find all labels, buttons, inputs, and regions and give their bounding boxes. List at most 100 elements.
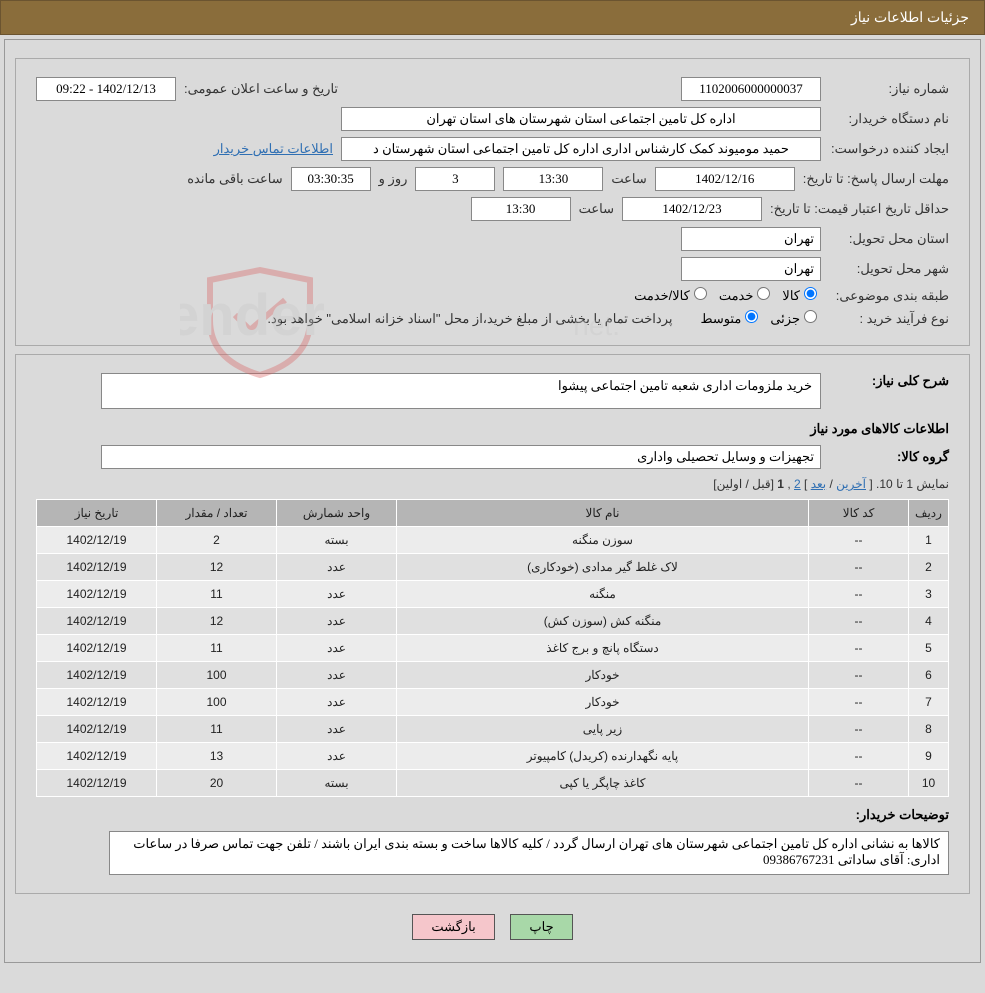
- col-header: ردیف: [909, 500, 949, 527]
- group-input[interactable]: [101, 445, 821, 469]
- pager-prev: قبل: [752, 477, 770, 491]
- buyer-org-label: نام دستگاه خریدار:: [829, 111, 949, 127]
- pager-next[interactable]: بعد: [811, 477, 826, 491]
- table-cell: عدد: [277, 581, 397, 608]
- table-cell: خودکار: [397, 689, 809, 716]
- days-label: روز و: [379, 171, 408, 187]
- table-cell: --: [809, 527, 909, 554]
- row-buyer-org: نام دستگاه خریدار:: [36, 107, 949, 131]
- days-left-input[interactable]: [415, 167, 495, 191]
- table-cell: بسته: [277, 527, 397, 554]
- table-cell: کاغذ چاپگر یا کپی: [397, 770, 809, 797]
- desc-textarea[interactable]: خرید ملزومات اداری شعبه تامین اجتماعی پی…: [101, 373, 821, 409]
- pub-date-input[interactable]: [36, 77, 176, 101]
- notes-label: توضیحات خریدار:: [829, 807, 949, 823]
- col-header: نام کالا: [397, 500, 809, 527]
- remain-label: ساعت باقی مانده: [187, 171, 282, 187]
- table-cell: 9: [909, 743, 949, 770]
- row-deadline: مهلت ارسال پاسخ: تا تاریخ: ساعت روز و سا…: [36, 167, 949, 191]
- table-row: 9--پایه نگهدارنده (کریدل) کامپیوترعدد131…: [37, 743, 949, 770]
- table-cell: 20: [157, 770, 277, 797]
- table-cell: 12: [157, 554, 277, 581]
- items-table: ردیفکد کالانام کالاواحد شمارشتعداد / مقد…: [36, 499, 949, 797]
- deadline-label: مهلت ارسال پاسخ: تا تاریخ:: [803, 171, 949, 187]
- need-no-input[interactable]: [681, 77, 821, 101]
- province-label: استان محل تحویل:: [829, 231, 949, 247]
- table-row: 4--منگنه کش (سوزن کش)عدد121402/12/19: [37, 608, 949, 635]
- table-cell: 1402/12/19: [37, 554, 157, 581]
- buy-type-label: نوع فرآیند خرید :: [829, 311, 949, 327]
- row-notes: توضیحات خریدار: کالاها به نشانی اداره کل…: [36, 807, 949, 875]
- table-cell: 100: [157, 689, 277, 716]
- table-row: 10--کاغذ چاپگر یا کپیبسته201402/12/19: [37, 770, 949, 797]
- table-cell: 1402/12/19: [37, 716, 157, 743]
- notes-textarea[interactable]: کالاها به نشانی اداره کل تامین اجتماعی ش…: [109, 831, 949, 875]
- row-desc: شرح کلی نیاز: خرید ملزومات اداری شعبه تا…: [36, 373, 949, 409]
- page-title: جزئیات اطلاعات نیاز: [851, 9, 969, 25]
- table-cell: 12: [157, 608, 277, 635]
- table-cell: 3: [909, 581, 949, 608]
- table-cell: 2: [909, 554, 949, 581]
- table-row: 6--خودکارعدد1001402/12/19: [37, 662, 949, 689]
- province-input[interactable]: [681, 227, 821, 251]
- table-cell: عدد: [277, 743, 397, 770]
- pager-2[interactable]: 2: [794, 477, 801, 491]
- radio-goods[interactable]: [804, 287, 817, 300]
- table-cell: --: [809, 743, 909, 770]
- radio-goods-service[interactable]: [694, 287, 707, 300]
- deadline-time-input[interactable]: [503, 167, 603, 191]
- col-header: واحد شمارش: [277, 500, 397, 527]
- table-cell: 11: [157, 716, 277, 743]
- table-cell: 8: [909, 716, 949, 743]
- radio-goods-service-label: کالا/خدمت: [634, 287, 711, 304]
- pager-first: اولین: [717, 477, 743, 491]
- table-cell: 1402/12/19: [37, 608, 157, 635]
- table-cell: 1402/12/19: [37, 770, 157, 797]
- buyer-contact-link[interactable]: اطلاعات تماس خریدار: [214, 141, 333, 157]
- col-header: تعداد / مقدار: [157, 500, 277, 527]
- table-cell: --: [809, 662, 909, 689]
- pager-last[interactable]: آخرین: [836, 477, 866, 491]
- min-valid-time-input[interactable]: [471, 197, 571, 221]
- buyer-org-input[interactable]: [341, 107, 821, 131]
- creator-label: ایجاد کننده درخواست:: [829, 141, 949, 157]
- top-info-section: شماره نیاز: تاریخ و ساعت اعلان عمومی: نا…: [15, 58, 970, 346]
- table-row: 5--دستگاه پانچ و برج کاغذعدد111402/12/19: [37, 635, 949, 662]
- back-button[interactable]: بازگشت: [412, 914, 494, 940]
- table-cell: --: [809, 608, 909, 635]
- table-row: 1--سوزن منگنهبسته21402/12/19: [37, 527, 949, 554]
- time-label-2: ساعت: [579, 201, 614, 217]
- print-button[interactable]: چاپ: [510, 914, 572, 940]
- need-no-label: شماره نیاز:: [829, 81, 949, 97]
- page-title-bar: جزئیات اطلاعات نیاز: [0, 0, 985, 35]
- table-cell: عدد: [277, 662, 397, 689]
- table-cell: 5: [909, 635, 949, 662]
- min-valid-date-input[interactable]: [622, 197, 762, 221]
- countdown-input[interactable]: [291, 167, 371, 191]
- table-row: 8--زیر پاییعدد111402/12/19: [37, 716, 949, 743]
- table-cell: لاک غلط گیر مدادی (خودکاری): [397, 554, 809, 581]
- group-label: گروه کالا:: [829, 449, 949, 465]
- table-cell: 4: [909, 608, 949, 635]
- table-cell: --: [809, 770, 909, 797]
- creator-input[interactable]: [341, 137, 821, 161]
- radio-partial[interactable]: [804, 310, 817, 323]
- table-cell: عدد: [277, 554, 397, 581]
- radio-medium[interactable]: [745, 310, 758, 323]
- table-cell: --: [809, 689, 909, 716]
- table-cell: 6: [909, 662, 949, 689]
- table-cell: 1402/12/19: [37, 743, 157, 770]
- table-cell: سوزن منگنه: [397, 527, 809, 554]
- table-cell: --: [809, 554, 909, 581]
- city-input[interactable]: [681, 257, 821, 281]
- row-province: استان محل تحویل:: [36, 227, 949, 251]
- radio-service-label: خدمت: [719, 287, 775, 304]
- row-city: شهر محل تحویل:: [36, 257, 949, 281]
- row-group: گروه کالا:: [36, 445, 949, 469]
- row-need-no: شماره نیاز: تاریخ و ساعت اعلان عمومی:: [36, 77, 949, 101]
- col-header: تاریخ نیاز: [37, 500, 157, 527]
- radio-service[interactable]: [757, 287, 770, 300]
- table-cell: 1402/12/19: [37, 527, 157, 554]
- category-label: طبقه بندی موضوعی:: [829, 288, 949, 304]
- deadline-date-input[interactable]: [655, 167, 795, 191]
